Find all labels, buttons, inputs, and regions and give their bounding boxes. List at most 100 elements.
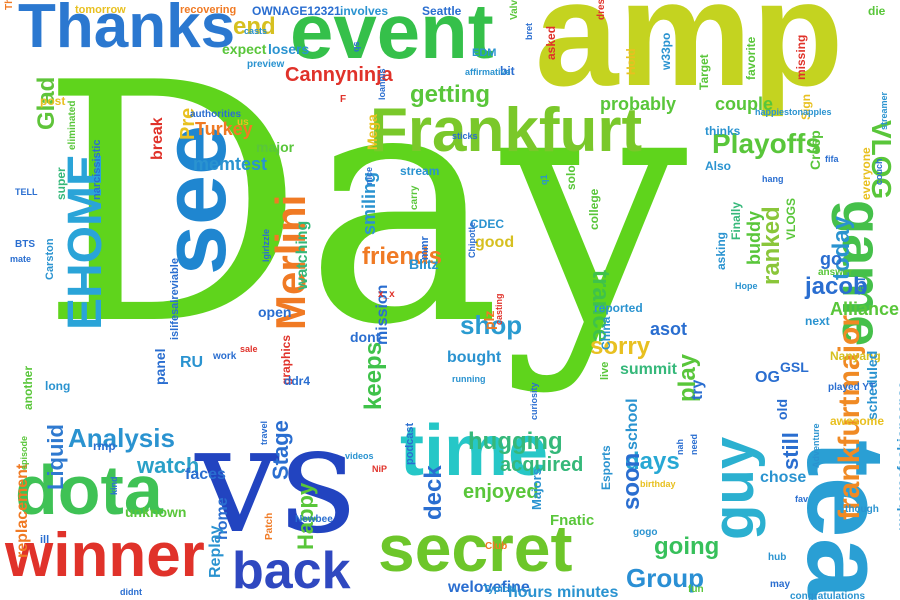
word-31: deck (420, 465, 447, 520)
word-178: sticks (452, 131, 478, 141)
word-125: authorities (190, 109, 242, 120)
word-93: stream (400, 164, 440, 178)
word-174: Adventure (811, 423, 821, 468)
word-130: another (21, 365, 35, 410)
word-39: jacob (805, 273, 868, 300)
word-49: Cannyninja (285, 64, 393, 86)
word-168: didnt (120, 587, 142, 597)
word-106: awesome (830, 414, 885, 428)
word-169: kind (109, 476, 119, 495)
word-90: Seattle (422, 4, 462, 18)
word-154: affirmative (465, 67, 511, 77)
word-114: favorite (744, 36, 758, 80)
word-44: acquired (500, 454, 584, 476)
word-88: OWNAGE12321 (252, 4, 341, 18)
word-115: missing (794, 34, 808, 80)
word-34: end (233, 13, 276, 40)
word-183: casting (494, 293, 504, 325)
word-111: thinks (705, 124, 741, 138)
word-2: vs (195, 393, 357, 567)
word-69: hours (508, 584, 553, 600)
word-98: asking (714, 231, 728, 270)
word-103: next (805, 314, 830, 328)
word-80: watching (294, 220, 311, 290)
word-52: buddy (744, 211, 764, 265)
word-147: may (770, 579, 791, 590)
word-48: couple (715, 94, 774, 114)
word-167: NiP (372, 464, 388, 474)
word-173: fav (795, 494, 809, 504)
word-138: reported (594, 301, 643, 315)
word-6: Frankfurt (370, 96, 643, 165)
word-24: going (654, 533, 720, 560)
word-17: Analysis (68, 423, 175, 453)
word-145: Typical (483, 584, 517, 595)
word-141: Patch (264, 512, 275, 540)
word-82: major (256, 139, 295, 155)
word-123: narcissistic (91, 139, 103, 200)
word-177: fifa (825, 154, 839, 164)
word-92: post (40, 94, 66, 108)
word-65: Replay (207, 525, 224, 578)
word-5: event (290, 0, 494, 75)
word-182: Chipotle (467, 222, 477, 258)
word-162: need (689, 433, 699, 455)
word-72: Majors (529, 468, 544, 510)
word-122: super (54, 167, 68, 200)
word-146: fun (688, 584, 704, 595)
word-59: good (475, 234, 515, 251)
word-45: still (778, 432, 803, 470)
word-35: getting (410, 81, 490, 108)
word-79: panel (152, 348, 168, 385)
word-140: mmr (419, 236, 431, 260)
word-54: Alliance (830, 299, 900, 319)
word-23: hugging (468, 428, 563, 455)
word-159: Hope (735, 281, 758, 291)
word-22: Group (626, 563, 704, 593)
word-181: carry (409, 185, 420, 210)
word-129: long (45, 379, 71, 393)
word-95: CDEC (470, 217, 505, 231)
word-160: played YT (828, 382, 876, 393)
word-156: sale (240, 344, 258, 354)
word-86: tomorrow (75, 4, 126, 16)
word-127: Carston (44, 238, 56, 280)
word-70: minutes (557, 584, 619, 600)
word-171: travel (259, 420, 269, 445)
word-84: expect (222, 41, 267, 57)
word-165: curiosity (529, 382, 539, 420)
word-61: summit (620, 361, 677, 378)
word-191: TELL (15, 187, 38, 197)
word-27: friends (362, 243, 443, 270)
word-7: Thanks (18, 0, 236, 61)
word-120: bit (500, 64, 515, 78)
word-170: episode (19, 435, 29, 470)
word-60: bought (447, 349, 502, 366)
word-187: F (340, 94, 347, 105)
word-12: back (232, 542, 351, 600)
word-166: videos (345, 451, 374, 461)
word-74: Blitz (409, 256, 439, 272)
word-118: Hold (624, 48, 638, 75)
word-175: couch (874, 158, 884, 185)
word-71: Fnatic (550, 512, 595, 529)
word-26: days (625, 448, 680, 475)
word-18: Liquid (43, 424, 68, 490)
word-110: Creep (807, 130, 823, 170)
word-14: guy (701, 436, 766, 540)
word-58: break (149, 117, 166, 160)
word-136: podcast (404, 422, 416, 465)
word-163: nah (675, 438, 685, 455)
word-176: streamer (879, 91, 889, 130)
word-87: recovering (180, 4, 237, 16)
word-102: Nanyang (830, 349, 881, 363)
word-152: Valve (509, 0, 520, 20)
word-149: congratulations (790, 591, 866, 600)
word-134: ill (40, 534, 50, 546)
word-180: loannis (377, 68, 387, 100)
word-188: bret (524, 22, 534, 40)
word-41: enjoyed (463, 481, 539, 503)
word-133: ddr4 (284, 374, 311, 388)
word-104: fail (854, 277, 868, 295)
word-89: involves (340, 4, 389, 18)
